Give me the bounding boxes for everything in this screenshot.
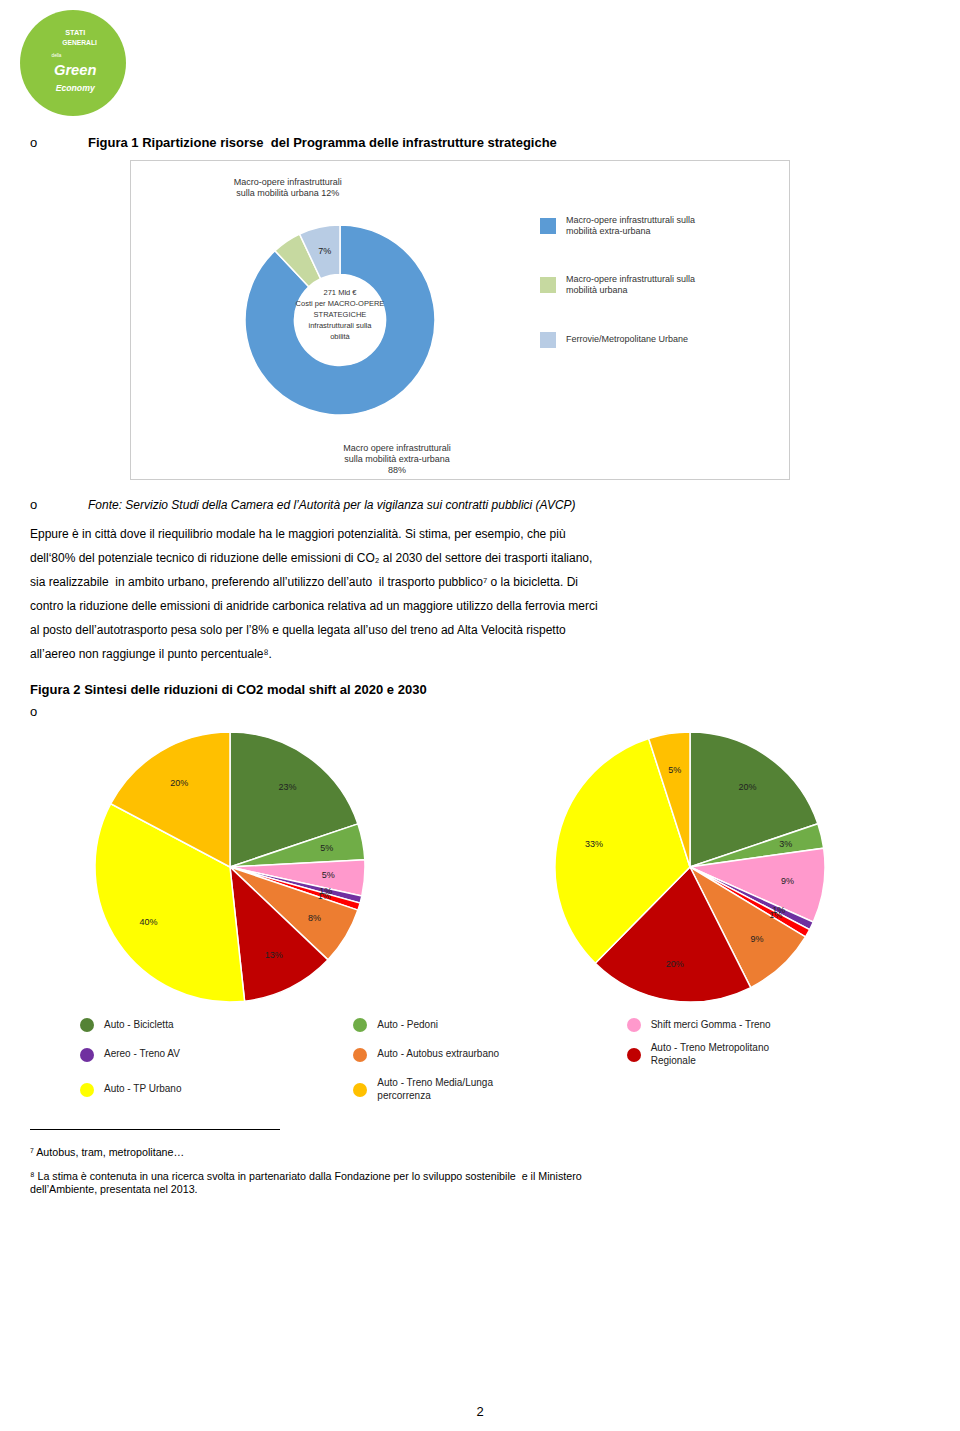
html-text:STATI: STATI [65, 28, 86, 38]
svg-text:13%: 13% [265, 950, 283, 960]
html-text:Macro opere infrastrutturali s: Macro opere infrastrutturali sulla mobil… [343, 443, 451, 475]
svg-text:23%: 23% [278, 782, 296, 792]
html-text:o: o [30, 497, 38, 512]
svg-text:40%: 40% [139, 917, 157, 927]
html-text:al posto dell’autotrasporto pe: al posto dell’autotrasporto pesa solo pe… [30, 623, 566, 637]
html-text:Auto - Treno Media/Lunga perco: Auto - Treno Media/Lunga percorrenza [377, 1077, 493, 1101]
svg-text:3%: 3% [779, 839, 792, 849]
svg-text:5%: 5% [322, 870, 335, 880]
html-text:2: 2 [476, 1403, 484, 1419]
svg-text:5%: 5% [320, 843, 333, 853]
html-text:GENERALI: GENERALI [62, 38, 97, 46]
svg-text:1%: 1% [318, 891, 331, 901]
html-text:Shift merci Gomma - Treno: Shift merci Gomma - Treno [650, 1018, 771, 1030]
svg-text:9%: 9% [750, 934, 763, 944]
html-text:contro la riduzione delle emis: contro la riduzione delle emissioni di a… [30, 599, 598, 613]
svg-text:33%: 33% [585, 839, 603, 849]
html-text:Auto - Pedoni: Auto - Pedoni [377, 1018, 438, 1030]
html-text:Figura 1 Ripartizione risorse: Figura 1 Ripartizione risorse del Progra… [88, 135, 557, 150]
svg-text:5%: 5% [668, 765, 681, 775]
html-text:o: o [30, 135, 38, 150]
svg-text:20%: 20% [738, 782, 756, 792]
html-text:Auto - Treno Metropolitano Reg: Auto - Treno Metropolitano Regionale [650, 1042, 770, 1066]
html-text:Macro-opere infrastrutturali s: Macro-opere infrastrutturali sulla mobil… [233, 177, 342, 199]
svg-text:1%: 1% [769, 910, 782, 920]
html-text:all’aereo non raggiunge il pun: all’aereo non raggiunge il punto percent… [30, 647, 272, 661]
html-text:Ferrovie/Metropolitane Urbane: Ferrovie/Metropolitane Urbane [566, 334, 689, 345]
html-text:Aereo - Treno AV: Aereo - Treno AV [104, 1048, 180, 1060]
html-text:Macro-opere infrastrutturali s: Macro-opere infrastrutturali sulla mobil… [566, 273, 696, 295]
html-text:Auto - Autobus extraurbano: Auto - Autobus extraurbano [377, 1048, 500, 1060]
svg-text:8%: 8% [308, 913, 321, 923]
html-text:Macro-opere infrastrutturali s: Macro-opere infrastrutturali sulla mobil… [566, 215, 696, 237]
html-text:Green: Green [54, 61, 97, 78]
html-text:271 Mld € Costi per MACRO-OPER: 271 Mld € Costi per MACRO-OPERE STRATEGI… [295, 287, 385, 341]
html-text:⁸ La stima è contenuta in una: ⁸ La stima è contenuta in una ricerca sv… [30, 1170, 582, 1195]
html-text:della: della [51, 53, 62, 58]
html-text:Auto - Bicicletta: Auto - Bicicletta [104, 1018, 174, 1030]
html-text:⁷ Autobus, tram, metropolitane: ⁷ Autobus, tram, metropolitane… [30, 1146, 185, 1158]
html-text:Economy: Economy [55, 82, 95, 93]
svg-text:20%: 20% [170, 778, 188, 788]
html-text:sia realizzabile in ambito urb: sia realizzabile in ambito urbano, prefe… [30, 575, 578, 589]
svg-text:20%: 20% [666, 959, 684, 969]
svg-text:7%: 7% [318, 246, 331, 256]
html-text:Auto - TP Urbano: Auto - TP Urbano [104, 1083, 182, 1095]
html-text:Eppure è in città dove il rieq: Eppure è in città dove il riequilibrio m… [30, 527, 566, 541]
html-text:Fonte: Servizio Studi della Ca: Fonte: Servizio Studi della Camera ed l’… [88, 498, 576, 512]
html-text:dell‘80% del potenziale tecnic: dell‘80% del potenziale tecnico di riduz… [30, 551, 593, 565]
html-text:Figura 2 Sintesi delle riduzio: Figura 2 Sintesi delle riduzioni di CO2 … [30, 682, 427, 697]
svg-text:9%: 9% [781, 876, 794, 886]
html-text:o: o [30, 704, 38, 719]
